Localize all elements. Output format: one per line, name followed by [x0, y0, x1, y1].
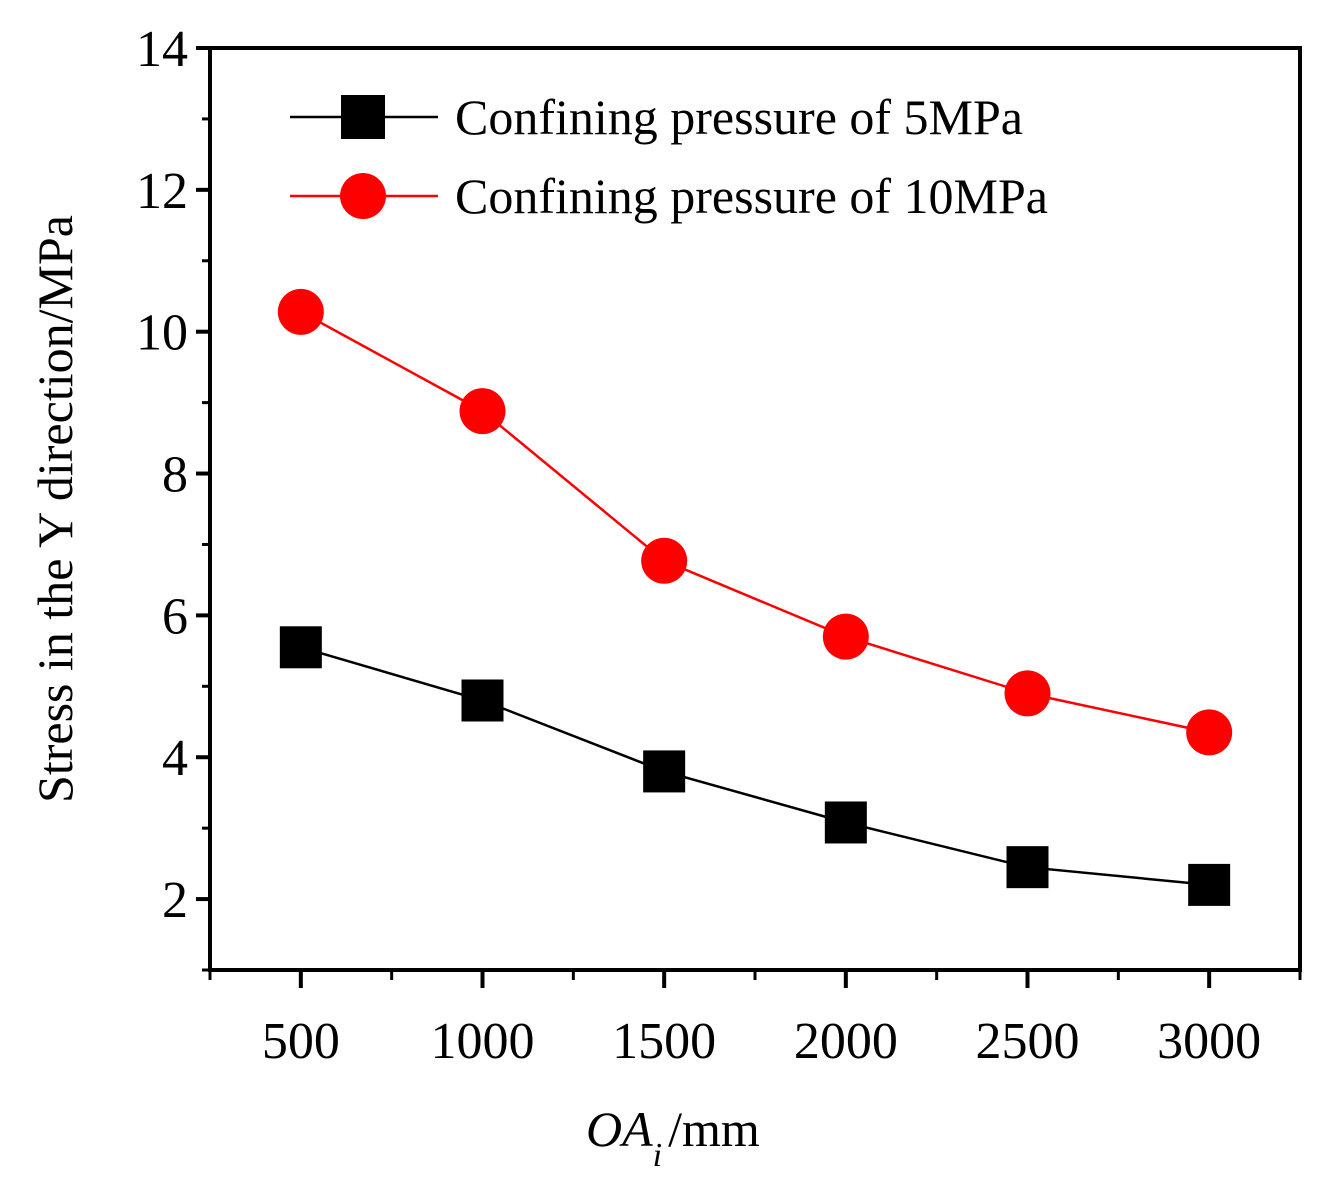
legend-label-10mpa: Confining pressure of 10MPa: [455, 168, 1048, 224]
y-tick-label: 12: [136, 163, 188, 220]
x-tick-label: 2000: [794, 1013, 898, 1070]
data-point-circle: [1186, 709, 1233, 756]
legend-marker-10mpa: [340, 173, 386, 219]
legend-label-5mpa: Confining pressure of 5MPa: [455, 89, 1023, 145]
data-point-circle: [641, 537, 688, 584]
data-point-square: [1188, 863, 1231, 906]
x-axis-title: OAi/mm: [586, 1101, 760, 1174]
x-tick-label: 1500: [612, 1013, 716, 1070]
x-tick-label: 3000: [1157, 1013, 1261, 1070]
x-axis-title-main: OA: [586, 1101, 653, 1157]
data-point-square: [461, 679, 504, 722]
y-tick-label: 8: [162, 447, 188, 504]
legend-marker-5mpa: [341, 95, 385, 139]
y-axis-title: Stress in the Y direction/MPa: [27, 215, 83, 803]
data-point-circle: [277, 288, 324, 335]
data-point-square: [643, 750, 686, 793]
data-point-square: [279, 626, 322, 669]
x-axis-title-unit: /mm: [668, 1101, 760, 1157]
x-tick-label: 2500: [976, 1013, 1080, 1070]
x-tick-label: 1000: [431, 1013, 535, 1070]
data-point-circle: [459, 388, 506, 435]
x-axis-title-subscript: i: [653, 1137, 662, 1174]
legend: Confining pressure of 5MPa Confining pre…: [290, 89, 1048, 224]
y-tick-label: 6: [162, 588, 188, 645]
series-layer: [277, 288, 1233, 906]
data-point-circle: [1004, 670, 1051, 717]
y-tick-label: 2: [162, 872, 188, 929]
x-tick-label: 500: [262, 1013, 340, 1070]
series-line-1: [300, 310, 1210, 734]
data-point-circle: [822, 613, 869, 660]
y-axis-ticks: 2 4 6 8 10 12 14: [136, 21, 210, 972]
series-line-0: [300, 646, 1210, 887]
data-point-square: [1006, 846, 1049, 889]
x-axis-ticks: 500 1000 1500 2000 2500 3000: [208, 970, 1302, 1070]
y-tick-label: 14: [136, 21, 188, 78]
y-tick-label: 10: [136, 305, 188, 362]
y-tick-label: 4: [162, 730, 188, 787]
data-point-square: [824, 801, 867, 844]
